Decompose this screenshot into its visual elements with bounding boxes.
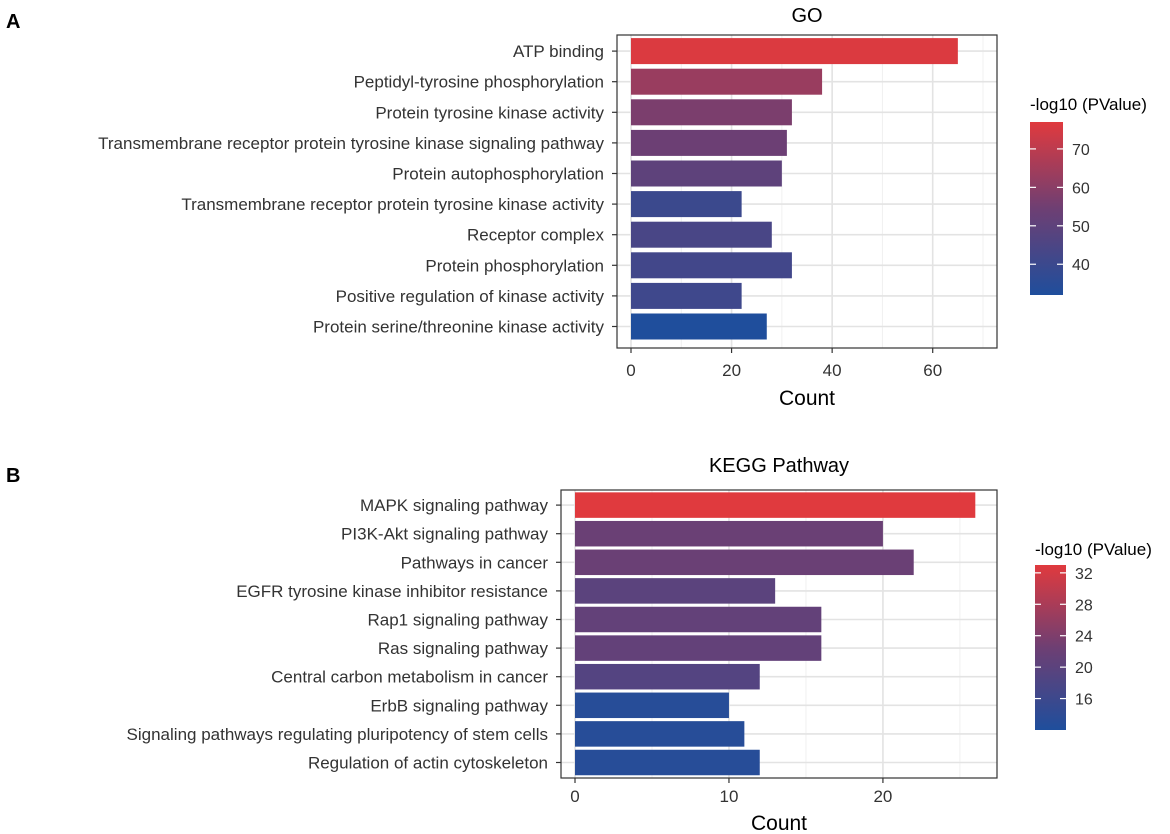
panel-label-b: B xyxy=(6,465,20,487)
kegg-category-label: MAPK signaling pathway xyxy=(360,496,549,515)
go-category-label: Transmembrane receptor protein tyrosine … xyxy=(98,134,604,153)
go-category-label: Positive regulation of kinase activity xyxy=(336,287,605,306)
kegg-bar xyxy=(575,578,776,604)
kegg-category-label: Pathways in cancer xyxy=(401,553,549,572)
go-legend-title: -log10 (PValue) xyxy=(1030,95,1147,114)
kegg-bar xyxy=(575,721,745,747)
go-category-label: Protein tyrosine kinase activity xyxy=(375,103,604,122)
kegg-legend-title: -log10 (PValue) xyxy=(1035,540,1152,559)
go-bar xyxy=(631,282,742,309)
go-bar xyxy=(631,99,792,126)
kegg-x-axis-title: Count xyxy=(751,812,807,834)
kegg-bar xyxy=(575,635,822,661)
kegg-x-tick-label: 10 xyxy=(720,787,739,806)
go-colorbar-label: 50 xyxy=(1072,219,1090,236)
go-bar xyxy=(631,68,823,95)
kegg-chart-panel: KEGG Pathway MAPK signaling pathway PI3K-A… xyxy=(127,455,1152,834)
kegg-bar xyxy=(575,549,914,576)
go-x-tick-label: 20 xyxy=(722,361,741,380)
go-x-tick-label: 0 xyxy=(626,361,635,380)
kegg-x-tick-label: 20 xyxy=(873,787,892,806)
kegg-bar xyxy=(575,492,976,518)
go-category-label: Transmembrane receptor protein tyrosine … xyxy=(181,195,604,214)
go-category-label: Protein serine/threonine kinase activity xyxy=(313,318,605,337)
kegg-chart-title: KEGG Pathway xyxy=(709,455,849,477)
go-colorbar-label: 70 xyxy=(1072,142,1090,159)
kegg-colorbar-label: 20 xyxy=(1075,660,1093,677)
go-bar xyxy=(631,38,958,65)
go-colorbar-label: 40 xyxy=(1072,257,1090,274)
go-bar xyxy=(631,313,767,340)
kegg-category-label: Rap1 signaling pathway xyxy=(367,611,548,630)
kegg-x-tick-label: 0 xyxy=(570,787,579,806)
go-plot-frame xyxy=(616,34,998,349)
kegg-category-label: PI3K-Akt signaling pathway xyxy=(341,525,548,544)
go-bar xyxy=(631,221,772,248)
go-bar xyxy=(631,191,742,218)
kegg-colorbar-label: 24 xyxy=(1075,629,1093,646)
kegg-colorbar xyxy=(1035,565,1066,730)
kegg-bar xyxy=(575,663,760,690)
kegg-colorbar-label: 32 xyxy=(1075,566,1093,583)
go-chart-title: GO xyxy=(791,5,822,27)
panel-label-a: A xyxy=(6,11,20,33)
go-category-label: Protein phosphorylation xyxy=(425,256,604,275)
go-bar xyxy=(631,160,782,187)
kegg-bar xyxy=(575,520,883,547)
kegg-colorbar-label: 16 xyxy=(1075,692,1093,709)
go-category-label: Peptidyl-tyrosine phosphorylation xyxy=(354,73,604,92)
kegg-plot-frame xyxy=(560,489,998,779)
kegg-category-label: Ras signaling pathway xyxy=(378,639,549,658)
kegg-bar xyxy=(575,692,729,719)
go-colorbar-label: 60 xyxy=(1072,180,1090,197)
go-category-label: Protein autophosphorylation xyxy=(392,165,604,184)
kegg-category-label: EGFR tyrosine kinase inhibitor resistanc… xyxy=(236,582,548,601)
kegg-category-label: ErbB signaling pathway xyxy=(370,696,548,715)
kegg-bar xyxy=(575,606,822,633)
kegg-category-label: Signaling pathways regulating pluripoten… xyxy=(127,725,548,744)
go-bar xyxy=(631,129,787,156)
go-category-label: ATP binding xyxy=(513,42,604,61)
kegg-category-label: Regulation of actin cytoskeleton xyxy=(308,754,548,773)
kegg-colorbar-label: 28 xyxy=(1075,597,1093,614)
go-x-axis-title: Count xyxy=(779,387,835,410)
go-x-tick-label: 60 xyxy=(923,361,942,380)
go-colorbar xyxy=(1030,122,1063,295)
go-bar xyxy=(631,252,792,279)
go-category-label: Receptor complex xyxy=(467,226,605,245)
kegg-category-label: Central carbon metabolism in cancer xyxy=(271,668,548,687)
go-x-tick-label: 40 xyxy=(823,361,842,380)
go-chart-panel: GO ATP binding Peptidyl-tyrosine phosphory… xyxy=(98,5,1147,410)
kegg-bar xyxy=(575,749,760,776)
